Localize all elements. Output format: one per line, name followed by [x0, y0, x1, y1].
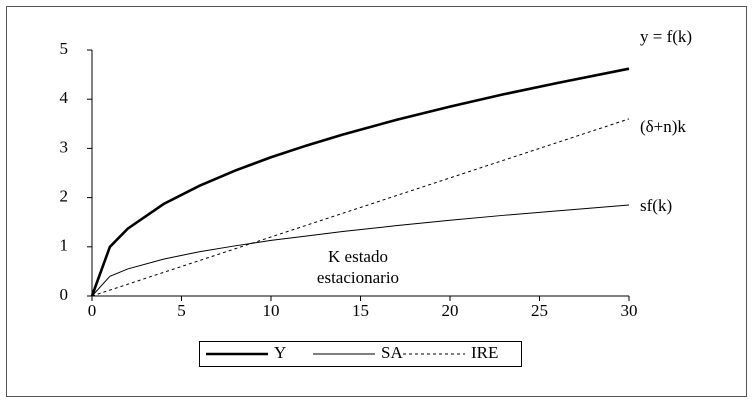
frame: [6, 6, 747, 397]
annotation: sf(k): [640, 196, 672, 215]
y-tick-label: 5: [60, 39, 69, 58]
annotation: estacionario: [317, 268, 399, 287]
legend-label: IRE: [471, 343, 498, 362]
legend-label: SA: [381, 343, 403, 362]
annotation: (δ+n)k: [640, 117, 686, 136]
x-tick-label: 25: [531, 301, 548, 320]
legend-label: Y: [274, 343, 286, 362]
x-tick-label: 5: [177, 301, 186, 320]
x-tick-label: 0: [88, 301, 97, 320]
x-tick-label: 30: [621, 301, 638, 320]
x-tick-label: 15: [352, 301, 369, 320]
y-tick-label: 4: [60, 88, 69, 107]
line: [91, 204, 630, 297]
y-tick-label: 3: [60, 137, 69, 156]
x-tick-label: 20: [442, 301, 459, 320]
line: [90, 67, 630, 297]
line: [91, 118, 630, 297]
annotation: K estado: [328, 247, 388, 266]
y-tick-label: 0: [60, 285, 69, 304]
x-tick-label: 10: [263, 301, 280, 320]
legend: Y SA IRE: [199, 341, 522, 367]
y-tick-label: 2: [60, 187, 69, 206]
y-tick-label: 1: [60, 236, 69, 255]
annotation: y = f(k): [640, 27, 692, 46]
